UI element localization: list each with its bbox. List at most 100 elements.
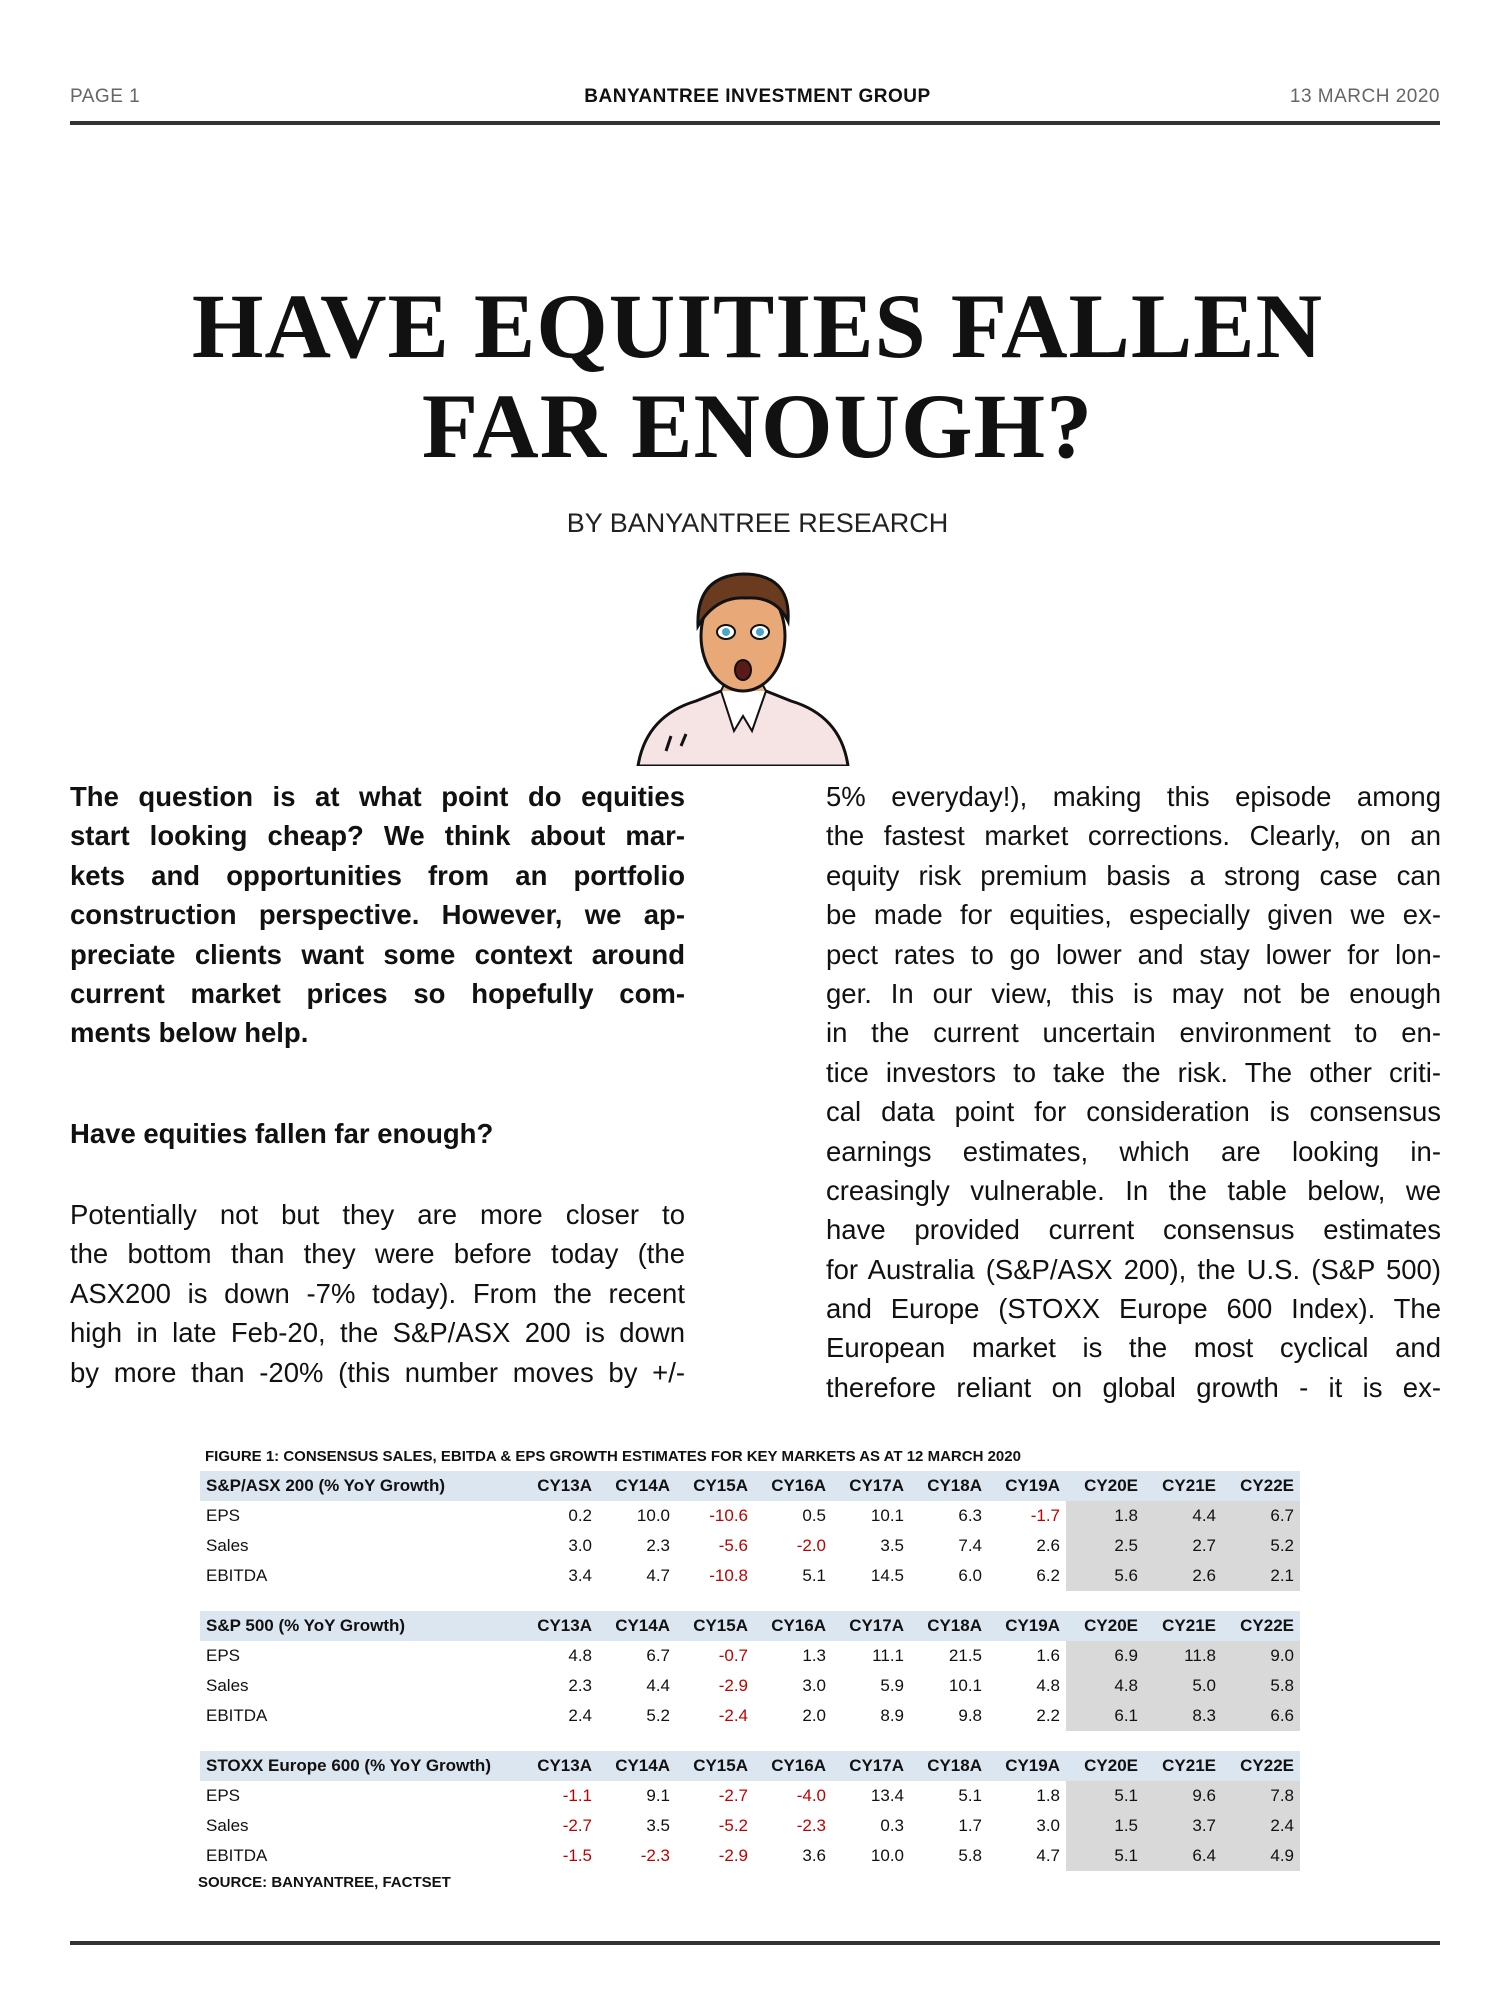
table-cell: 6.7 [1222, 1501, 1300, 1531]
table-row: EBITDA 2.4 5.2 -2.4 2.0 8.9 9.8 2.2 6.1 8.3 6.6 [200, 1701, 1300, 1731]
body-line: for Australia (S&P/ASX 200), the U.S. (S… [826, 1253, 1441, 1285]
body-line: Potentially not but they are more closer… [70, 1199, 685, 1230]
column-header: CY15A [676, 1751, 754, 1781]
growth-estimates-table: S&P/ASX 200 (% YoY Growth) CY13A CY14A CY15… [200, 1471, 1300, 1871]
table-header-row: S&P/ASX 200 (% YoY Growth) CY13A CY14A CY15… [200, 1471, 1300, 1501]
table-row: EBITDA 3.4 4.7 -10.8 5.1 14.5 6.0 6.2 5.6 2.6 2.1 [200, 1561, 1300, 1591]
intro-line: ments below help. [70, 1017, 309, 1049]
body-line: equity risk premium basis a strong case … [826, 859, 1441, 891]
org-name: BANYANTREE INVESTMENT GROUP [584, 86, 931, 107]
title-line-2: FAR ENOUGH? [421, 375, 1094, 477]
table-header-row: S&P 500 (% YoY Growth) CY13A CY14A CY15A CY1… [200, 1611, 1300, 1641]
table-cell: -2.7 [718, 1786, 748, 1805]
row-label: Sales [206, 1816, 249, 1835]
surprised-man-illustration [636, 572, 850, 766]
table-cell: 9.6 [1144, 1781, 1222, 1811]
body-line: have provided current consensus estimate… [826, 1214, 1441, 1246]
table-cell: 5.8 [1222, 1671, 1300, 1701]
table-cell: 6.2 [1036, 1566, 1060, 1585]
table-cell: 3.7 [1144, 1811, 1222, 1841]
table-cell: 2.6 [1036, 1536, 1060, 1555]
table-cell: 4.4 [646, 1676, 670, 1695]
table-cell: 8.3 [1144, 1701, 1222, 1731]
table-cell: 4.8 [568, 1646, 592, 1665]
body-line: tice investors to take the risk. The oth… [826, 1056, 1441, 1088]
table-cell: 9.8 [958, 1706, 982, 1725]
table-cell: 2.3 [568, 1676, 592, 1695]
intro-line: construction perspective. However, we ap… [70, 899, 685, 931]
table-cell: 6.4 [1144, 1841, 1222, 1871]
table-row: EPS -1.1 9.1 -2.7 -4.0 13.4 5.1 1.8 5.1 9.6 7.8 [200, 1781, 1300, 1811]
table-cell: 1.7 [958, 1816, 982, 1835]
intro-line: start looking cheap? We think about mar- [70, 820, 685, 852]
table-cell: 14.5 [870, 1566, 904, 1585]
body-line: the fastest market corrections. Clearly,… [826, 820, 1441, 852]
table-cell: -2.4 [718, 1706, 748, 1725]
block-title: S&P/ASX 200 (% YoY Growth) [200, 1471, 520, 1501]
table-cell: 2.4 [568, 1706, 592, 1725]
column-header: CY16A [754, 1471, 832, 1501]
figure-source: SOURCE: BANYANTREE, FACTSET [198, 1874, 451, 1891]
table-cell: 1.5 [1066, 1811, 1144, 1841]
table-cell: 11.1 [872, 1646, 904, 1665]
column-header: CY13A [520, 1611, 598, 1641]
footer-rule [70, 1941, 1440, 1945]
table-cell: 2.4 [1222, 1811, 1300, 1841]
body-line: cal data point for consideration is cons… [826, 1096, 1441, 1128]
body-line: ASX200 is down -7% today). From the rece… [70, 1277, 685, 1309]
table-cell: 9.0 [1222, 1641, 1300, 1671]
table-cell: 5.8 [958, 1846, 982, 1865]
table-row: EBITDA -1.5 -2.3 -2.9 3.6 10.0 5.8 4.7 5.1 6.4 4.9 [200, 1841, 1300, 1871]
table-cell: 7.4 [958, 1536, 982, 1555]
block-title: STOXX Europe 600 (% YoY Growth) [200, 1751, 520, 1781]
table-cell: 3.0 [1036, 1816, 1060, 1835]
column-header: CY18A [910, 1611, 988, 1641]
table-cell: 2.0 [802, 1706, 826, 1725]
table-cell: 1.3 [802, 1646, 826, 1665]
table-cell: 4.4 [1144, 1501, 1222, 1531]
column-header: CY17A [832, 1611, 910, 1641]
intro-line: The question is at what point do equitie… [70, 781, 685, 812]
table-cell: -2.0 [796, 1536, 826, 1555]
body-line: in the current uncertain environment to … [826, 1017, 1441, 1049]
table-cell: 4.9 [1222, 1841, 1300, 1871]
block-spacer [200, 1731, 1300, 1751]
table-cell: 5.1 [802, 1566, 826, 1585]
block-title: S&P 500 (% YoY Growth) [200, 1611, 520, 1641]
column-header: CY19A [988, 1751, 1066, 1781]
table-cell: 3.4 [568, 1566, 592, 1585]
column-header: CY21E [1144, 1751, 1222, 1781]
table-cell: 4.8 [1036, 1676, 1060, 1695]
table-cell: 2.6 [1144, 1561, 1222, 1591]
left-body-paragraph: Potentially not but they are more closer… [70, 1195, 685, 1392]
table-cell: 3.0 [802, 1676, 826, 1695]
figure-caption: FIGURE 1: CONSENSUS SALES, EBITDA & EPS … [205, 1448, 1021, 1465]
table-cell: 10.1 [948, 1676, 982, 1695]
table-cell: -2.7 [562, 1816, 592, 1835]
column-header: CY22E [1222, 1471, 1300, 1501]
section-heading: Have equities fallen far enough? [70, 1118, 494, 1149]
table-cell: -5.6 [718, 1536, 748, 1555]
table-cell: -5.2 [718, 1816, 748, 1835]
right-body-paragraph: 5% everyday!), making this episode among… [826, 777, 1441, 1407]
table-cell: 6.9 [1066, 1641, 1144, 1671]
table-cell: 5.9 [880, 1676, 904, 1695]
column-header: CY15A [676, 1611, 754, 1641]
table-cell: 5.0 [1144, 1671, 1222, 1701]
row-label: EPS [206, 1646, 241, 1665]
table-cell: 2.7 [1144, 1531, 1222, 1561]
column-header: CY20E [1066, 1611, 1144, 1641]
table-cell: -1.5 [562, 1846, 592, 1865]
row-label: EBITDA [206, 1566, 268, 1585]
column-header: CY14A [598, 1611, 676, 1641]
header-rule [70, 121, 1440, 125]
column-header: CY19A [988, 1611, 1066, 1641]
table-cell: 2.2 [1036, 1706, 1060, 1725]
table-cell: 3.0 [568, 1536, 592, 1555]
table-row: EPS 0.2 10.0 -10.6 0.5 10.1 6.3 -1.7 1.8 4.4 6.7 [200, 1501, 1300, 1531]
table-cell: -2.9 [718, 1676, 748, 1695]
table-cell: -0.7 [718, 1646, 748, 1665]
table-cell: 6.6 [1222, 1701, 1300, 1731]
row-label: Sales [206, 1676, 249, 1695]
row-label: EBITDA [206, 1706, 268, 1725]
